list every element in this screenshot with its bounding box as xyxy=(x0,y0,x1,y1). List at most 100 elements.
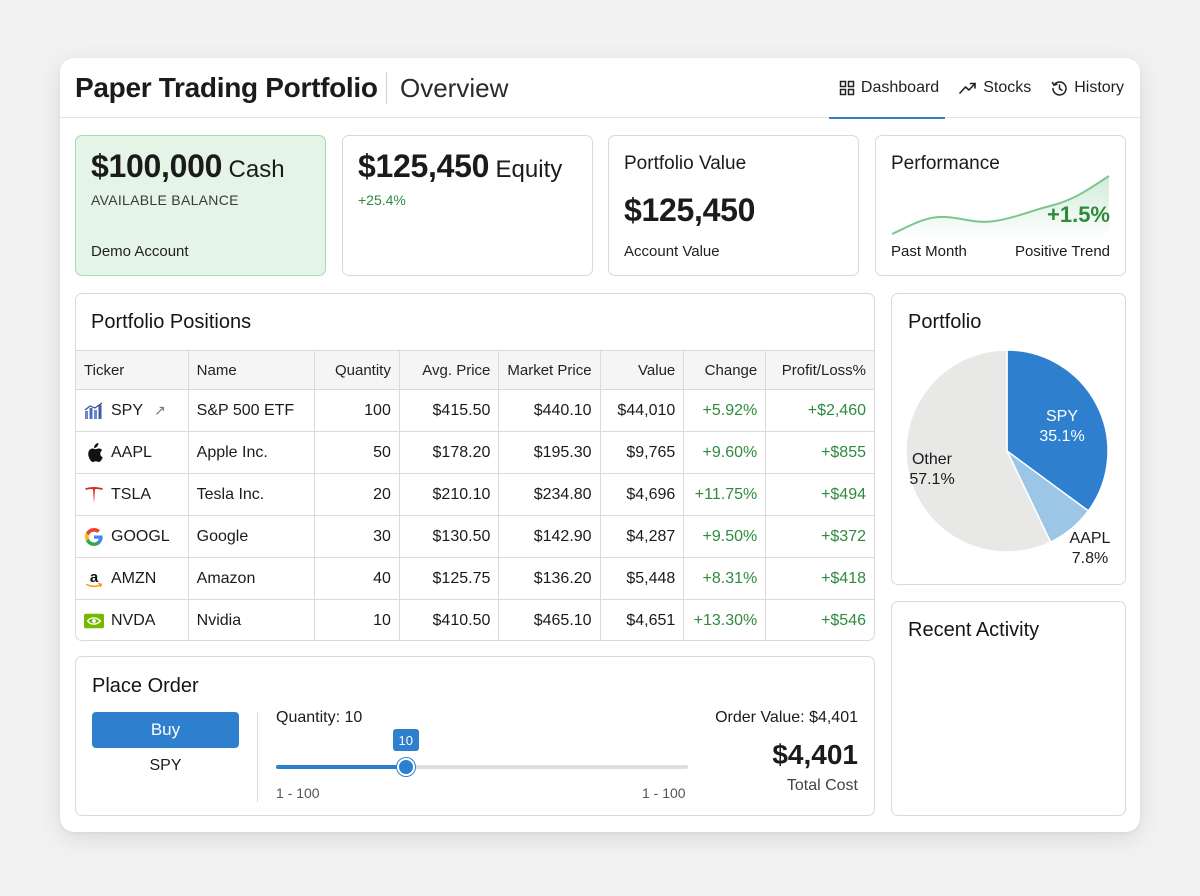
portfolio-value-label: Portfolio Value xyxy=(624,153,747,174)
portfolio-value-foot: Account Value xyxy=(624,243,720,260)
place-order-title: Place Order xyxy=(92,675,199,697)
cash-sublabel: AVAILABLE BALANCE xyxy=(91,192,239,208)
buy-button[interactable]: Buy xyxy=(92,712,239,748)
quantity-slider-fill xyxy=(276,765,406,769)
dashboard-grid-icon xyxy=(839,80,855,96)
change-cell: +8.31% xyxy=(683,557,767,600)
ticker-symbol: NVDA xyxy=(111,611,156,629)
positions-card: Portfolio Positions Ticker Name Quantity… xyxy=(75,293,875,641)
col-header-value[interactable]: Value xyxy=(599,350,685,390)
amazon-logo-icon: a xyxy=(84,569,104,589)
quantity-cell: 10 xyxy=(314,599,400,640)
total-cost-label: Total Cost xyxy=(786,777,858,794)
slider-range-min: 1 - 100 xyxy=(276,785,320,801)
avg-price-cell: $125.75 xyxy=(398,557,500,600)
name-cell: Apple Inc. xyxy=(187,431,316,474)
cash-card: $100,000 Cash AVAILABLE BALANCE Demo Acc… xyxy=(75,135,326,276)
nav-stocks[interactable]: Stocks xyxy=(957,58,1033,118)
recent-activity-title: Recent Activity xyxy=(908,619,1040,641)
profit-loss-cell: +$372 xyxy=(765,515,874,558)
quantity-cell: 20 xyxy=(314,473,400,516)
pie-pct-other: 57.1% xyxy=(909,471,954,488)
pie-pct-aapl: 7.8% xyxy=(1072,550,1108,567)
avg-price-cell: $178.20 xyxy=(398,431,500,474)
positions-table: Ticker Name Quantity Avg. Price Market P… xyxy=(76,350,874,640)
pie-slice-spy[interactable] xyxy=(1006,349,1109,512)
ticker-cell: NVDA xyxy=(76,599,189,640)
ticker-symbol: GOOGL xyxy=(111,527,170,545)
slider-range-max: 1 - 100 xyxy=(642,785,686,801)
market-price-cell: $440.10 xyxy=(498,389,601,432)
col-header-market-price[interactable]: Market Price xyxy=(498,350,601,390)
name-cell: S&P 500 ETF xyxy=(187,389,316,432)
trend-up-icon xyxy=(959,80,977,96)
nav-dashboard-label: Dashboard xyxy=(860,79,940,96)
market-price-cell: $136.20 xyxy=(498,557,601,600)
external-link-arrow-icon[interactable]: ↗ xyxy=(154,402,166,418)
table-row[interactable]: SPY ↗ S&P 500 ETF 100 $415.50 $440.10 $4… xyxy=(76,389,874,432)
market-price-cell: $234.80 xyxy=(498,473,601,516)
quantity-cell: 50 xyxy=(314,431,400,474)
svg-text:a: a xyxy=(90,569,99,586)
profit-loss-cell: +$418 xyxy=(765,557,874,600)
pie-pct-spy: 35.1% xyxy=(1039,428,1084,445)
nav-history-label: History xyxy=(1074,79,1124,96)
table-row[interactable]: GOOGL Google 30 $130.50 $142.90 $4,287 +… xyxy=(76,515,874,558)
nav-dashboard[interactable]: Dashboard xyxy=(828,58,946,119)
equity-amount-line: $125,450 Equity xyxy=(358,148,562,185)
quantity-cell: 40 xyxy=(314,557,400,600)
col-header-change[interactable]: Change xyxy=(683,350,767,390)
cash-amount: $100,000 xyxy=(91,148,223,184)
value-cell: $4,287 xyxy=(599,515,685,558)
ticker-cell: GOOGL xyxy=(76,515,189,558)
performance-sparkline xyxy=(891,175,1110,238)
table-row[interactable]: TSLA Tesla Inc. 20 $210.10 $234.80 $4,69… xyxy=(76,473,874,516)
col-header-ticker[interactable]: Ticker xyxy=(76,350,189,390)
order-value-label: Order Value: $4,401 xyxy=(715,709,858,726)
place-order-card: Place Order Buy SPY Quantity: 10 Order V… xyxy=(75,656,875,816)
market-price-cell: $142.90 xyxy=(498,515,601,558)
page-title: Overview xyxy=(400,73,509,103)
ticker-cell: AAPL xyxy=(76,431,189,474)
pie-slice-other[interactable] xyxy=(905,349,1052,553)
performance-card: Performance +1.5% Past Month Positive Tr… xyxy=(875,135,1126,276)
table-row[interactable]: AAPL Apple Inc. 50 $178.20 $195.30 $9,76… xyxy=(76,431,874,474)
top-nav: Dashboard Stocks History xyxy=(828,58,1126,119)
profit-loss-cell: +$546 xyxy=(765,599,874,640)
recent-activity-card: Recent Activity xyxy=(891,601,1126,816)
nav-history[interactable]: History xyxy=(1049,58,1126,118)
value-cell: $4,651 xyxy=(599,599,685,640)
avg-price-cell: $130.50 xyxy=(398,515,500,558)
table-row[interactable]: a AMZN Amazon 40 $125.75 $136.20 $5,448 … xyxy=(76,557,874,600)
ticker-symbol: AMZN xyxy=(111,569,157,587)
ticker-cell: SPY ↗ xyxy=(76,389,189,432)
equity-amount: $125,450 xyxy=(358,148,490,184)
google-logo-icon xyxy=(84,527,104,547)
col-header-quantity[interactable]: Quantity xyxy=(314,350,400,390)
portfolio-value-amount: $125,450 xyxy=(624,192,756,228)
positions-title: Portfolio Positions xyxy=(91,311,252,333)
change-cell: +13.30% xyxy=(683,599,767,640)
performance-period: Past Month xyxy=(891,243,967,260)
profit-loss-cell: +$2,460 xyxy=(765,389,874,432)
col-header-name[interactable]: Name xyxy=(187,350,316,390)
order-ticker: SPY xyxy=(149,757,182,774)
market-price-cell: $465.10 xyxy=(498,599,601,640)
order-divider xyxy=(257,712,258,802)
ticker-cell: TSLA xyxy=(76,473,189,516)
value-cell: $5,448 xyxy=(599,557,685,600)
quantity-slider-thumb[interactable] xyxy=(396,758,415,776)
col-header-avg-price[interactable]: Avg. Price xyxy=(398,350,500,390)
name-cell: Google xyxy=(187,515,316,558)
quantity-slider[interactable]: 10 xyxy=(276,729,688,776)
change-cell: +11.75% xyxy=(683,473,767,516)
equity-suffix: Equity xyxy=(495,156,563,183)
col-header-profit-loss[interactable]: Profit/Loss% xyxy=(765,350,874,390)
table-row[interactable]: NVDA Nvidia 10 $410.50 $465.10 $4,651 +1… xyxy=(76,599,874,640)
market-price-cell: $195.30 xyxy=(498,431,601,474)
table-header-row: Ticker Name Quantity Avg. Price Market P… xyxy=(76,350,874,390)
title-divider xyxy=(386,72,387,104)
quantity-cell: 30 xyxy=(314,515,400,558)
change-cell: +5.92% xyxy=(683,389,767,432)
ticker-cell: a AMZN xyxy=(76,557,189,600)
